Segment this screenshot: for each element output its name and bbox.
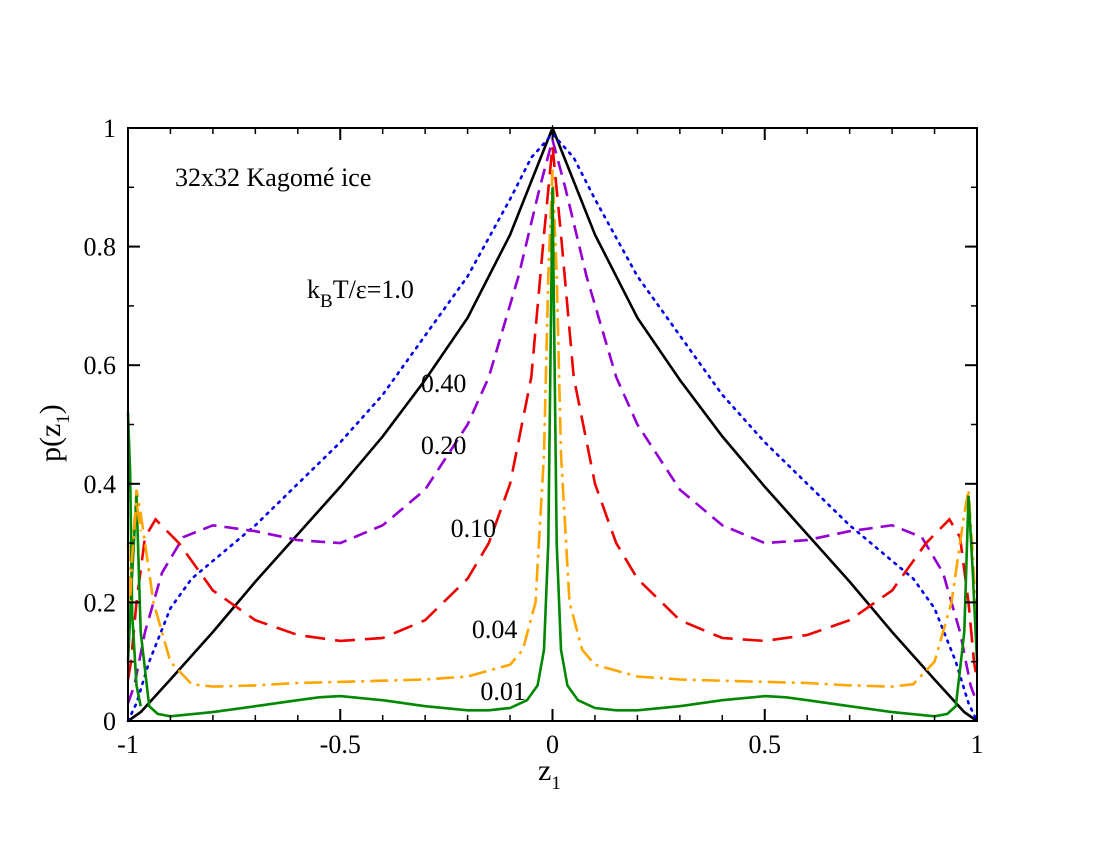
x-tick-label: -1 <box>117 730 139 759</box>
series-annotation-0.10: 0.10 <box>451 514 497 543</box>
x-tick-label: 0.5 <box>749 730 782 759</box>
series-line-0.04 <box>126 169 979 688</box>
x-tick-label: -0.5 <box>320 730 361 759</box>
y-tick-label: 0.4 <box>84 470 117 499</box>
ticks-layer <box>127 127 978 722</box>
series-edge-0.04 <box>126 501 142 603</box>
y-tick-label: 0 <box>103 707 116 736</box>
y-tick-label: 0.2 <box>84 588 117 617</box>
series-annotation-0.20: 0.20 <box>421 431 467 460</box>
y-axis-label: p(z1) <box>34 404 74 462</box>
legend-label-1.0: kBT/ε=1.0 <box>307 275 414 312</box>
series-layer <box>126 124 979 723</box>
series-annotation-0.01: 0.01 <box>480 677 525 706</box>
y-tick-label: 0.8 <box>84 233 117 262</box>
x-tick-label: 0 <box>546 730 559 759</box>
series-line-0.20 <box>126 134 979 704</box>
series-line-0.10 <box>126 145 979 680</box>
labels-layer: -1 -0.5 0 0.5 1 0 0.2 0.4 0.6 0.8 1 0.40 0.20 0.10 0.0… <box>84 114 984 759</box>
series-line-0.01 <box>126 187 979 718</box>
chart-title: 32x32 Kagomé ice <box>175 163 371 192</box>
series-annotation-0.40: 0.40 <box>421 369 467 398</box>
series-annotation-0.04: 0.04 <box>472 615 517 644</box>
x-tick-label: 1 <box>971 730 984 759</box>
x-axis-label: z1 <box>538 754 561 794</box>
y-tick-label: 0.6 <box>84 351 117 380</box>
series-edge-0.01 <box>126 412 142 707</box>
y-tick-label: 1 <box>103 114 116 143</box>
